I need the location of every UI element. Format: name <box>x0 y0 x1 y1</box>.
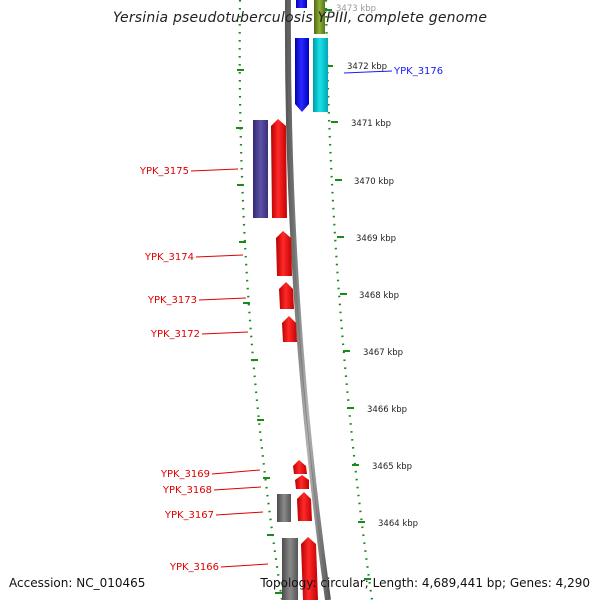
gene-label-ypk3168[interactable]: YPK_3168 <box>162 485 212 496</box>
feature-ypk3176-arrow[interactable] <box>295 38 309 112</box>
feature-ypk3174-arrow[interactable] <box>276 231 292 276</box>
accession-text: Accession: NC_010465 <box>9 576 146 590</box>
feature-ypk3175-purple[interactable] <box>253 120 268 218</box>
scale-label-3467: 3467 kbp <box>363 348 403 358</box>
scale-label-3472: 3472 kbp <box>347 62 387 72</box>
feature-ypk3169-arrow[interactable] <box>293 460 307 474</box>
feature-ypk3166-gray[interactable] <box>282 538 298 600</box>
inner-scale-arc <box>238 0 284 601</box>
gene-label-ypk3166[interactable]: YPK_3166 <box>169 562 219 573</box>
scale-label-3468: 3468 kbp <box>359 291 399 301</box>
gene-label-ypk3167[interactable]: YPK_3167 <box>164 510 214 521</box>
genome-summary-text: Topology: circular; Length: 4,689,441 bp… <box>260 576 590 590</box>
scale-label-3466: 3466 kbp <box>367 405 407 415</box>
scale-label-3470: 3470 kbp <box>354 177 394 187</box>
feature-ypk3173-arrow[interactable] <box>279 282 294 309</box>
feature-ypk3168-arrow[interactable] <box>295 475 309 489</box>
gene-label-ypk3174[interactable]: YPK_3174 <box>144 252 194 263</box>
feature-ypk3176-cyan[interactable] <box>313 38 328 112</box>
scale-label-3465: 3465 kbp <box>372 462 412 472</box>
inner-major-ticks <box>236 69 282 594</box>
gene-label-ypk3175[interactable]: YPK_3175 <box>139 166 189 177</box>
feature-ypk3166-arrow[interactable] <box>301 537 318 600</box>
feature-blue-top[interactable] <box>296 0 307 8</box>
feature-ypk3167-gray[interactable] <box>277 494 291 522</box>
scale-label-3473: 3473 kbp <box>336 4 376 14</box>
map-title: Yersinia pseudotuberculosis YPIII, compl… <box>112 10 488 26</box>
scale-label-3471: 3471 kbp <box>351 119 391 129</box>
gene-label-ypk3173[interactable]: YPK_3173 <box>147 295 197 306</box>
feature-ypk3167-arrow[interactable] <box>297 492 312 521</box>
scale-label-3469: 3469 kbp <box>356 234 396 244</box>
gene-label-ypk3172[interactable]: YPK_3172 <box>150 329 200 340</box>
gene-label-ypk3169[interactable]: YPK_3169 <box>160 469 210 480</box>
feature-ypk3175-arrow[interactable] <box>271 119 287 218</box>
scale-label-3464: 3464 kbp <box>378 519 418 529</box>
gene-label-ypk3176[interactable]: YPK_3176 <box>393 66 443 77</box>
feature-ypk3172-arrow[interactable] <box>282 316 297 342</box>
feature-olive[interactable] <box>314 0 325 34</box>
label-leaders <box>190 70 393 568</box>
